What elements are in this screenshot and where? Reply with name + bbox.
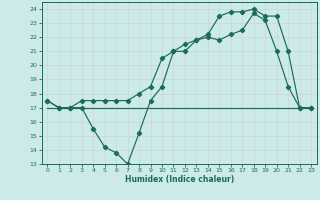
X-axis label: Humidex (Indice chaleur): Humidex (Indice chaleur)	[124, 175, 234, 184]
